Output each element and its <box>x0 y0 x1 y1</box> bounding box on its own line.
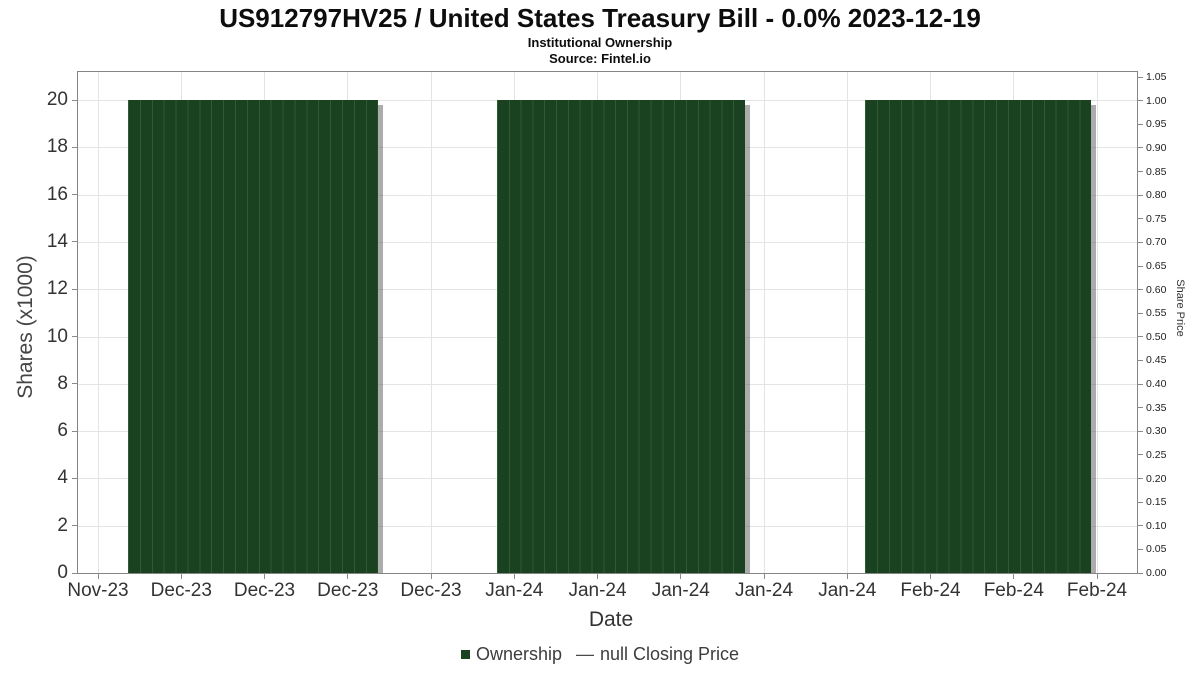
x-tick-label: Jan-24 <box>734 580 794 601</box>
y-axis-label-left: Shares (x1000) <box>14 255 37 399</box>
y-right-tick-label: 0.15 <box>1146 496 1167 509</box>
y-right-tick-label: 0.80 <box>1146 189 1167 202</box>
y-left-tick-label: 18 <box>46 136 68 158</box>
bar-segment <box>864 100 1092 573</box>
v-gridline <box>97 72 99 573</box>
x-tick-label: Jan-24 <box>568 580 627 601</box>
plot-area <box>77 71 1138 574</box>
bar-segment <box>496 100 745 573</box>
legend-item-ownership[interactable]: Ownership <box>460 644 562 665</box>
bar-segment <box>128 100 378 573</box>
legend-ownership-label: Ownership <box>475 644 562 664</box>
v-gridline <box>430 72 432 573</box>
v-gridline <box>763 72 765 573</box>
y-right-tick-label: 1.05 <box>1146 71 1167 83</box>
x-tick-label: Jan-24 <box>651 580 710 601</box>
y-left-tick-label: 2 <box>57 514 68 536</box>
x-tick-label: Dec-23 <box>150 580 212 601</box>
ownership-swatch-icon <box>460 650 470 659</box>
legend-price-label: null Closing Price <box>599 644 740 664</box>
chart-source: Source: Fintel.io <box>549 51 651 66</box>
y-right-tick-label: 0.95 <box>1146 118 1167 131</box>
x-tick-label: Jan-24 <box>485 580 544 601</box>
legend-item-closing-price[interactable]: — null Closing Price <box>562 644 739 665</box>
y-right-tick-label: 0.05 <box>1146 543 1167 556</box>
x-tick-label: Dec-23 <box>233 580 296 601</box>
legend: Ownership — null Closing Price <box>0 644 1200 665</box>
y-right-tick-label: 1.00 <box>1146 94 1167 107</box>
x-tick-label: Nov-23 <box>67 580 129 601</box>
y-right-tick-label: 0.30 <box>1146 425 1167 438</box>
chart-subtitle: Institutional Ownership <box>527 35 673 50</box>
y-right-tick-label: 0.90 <box>1146 141 1167 154</box>
y-right-tick-label: 0.25 <box>1146 448 1167 461</box>
x-axis-label: Date <box>588 608 634 631</box>
y-right-tick-label: 0.10 <box>1146 519 1167 532</box>
x-tick-label: Dec-23 <box>400 580 462 601</box>
y-left-tick-label: 20 <box>46 89 68 110</box>
x-tick-label: Feb-24 <box>983 580 1044 601</box>
y-right-tick-label: 0.00 <box>1146 567 1167 579</box>
y-left-tick-label: 0 <box>57 562 68 583</box>
x-tick-label: Feb-24 <box>1066 580 1128 601</box>
x-tick-label: Jan-24 <box>818 580 877 601</box>
chart-title: US912797HV25 / United States Treasury Bi… <box>219 3 981 33</box>
v-gridline <box>846 72 848 573</box>
price-line-swatch-icon: — <box>575 644 594 664</box>
y-right-tick-label: 0.85 <box>1146 165 1167 178</box>
y-right-tick-label: 0.20 <box>1146 472 1167 485</box>
x-tick-label: Feb-24 <box>900 580 961 601</box>
v-gridline <box>1096 72 1098 573</box>
y-axis-label-right: Share Price <box>1174 279 1186 337</box>
x-tick-label: Dec-23 <box>317 580 379 601</box>
